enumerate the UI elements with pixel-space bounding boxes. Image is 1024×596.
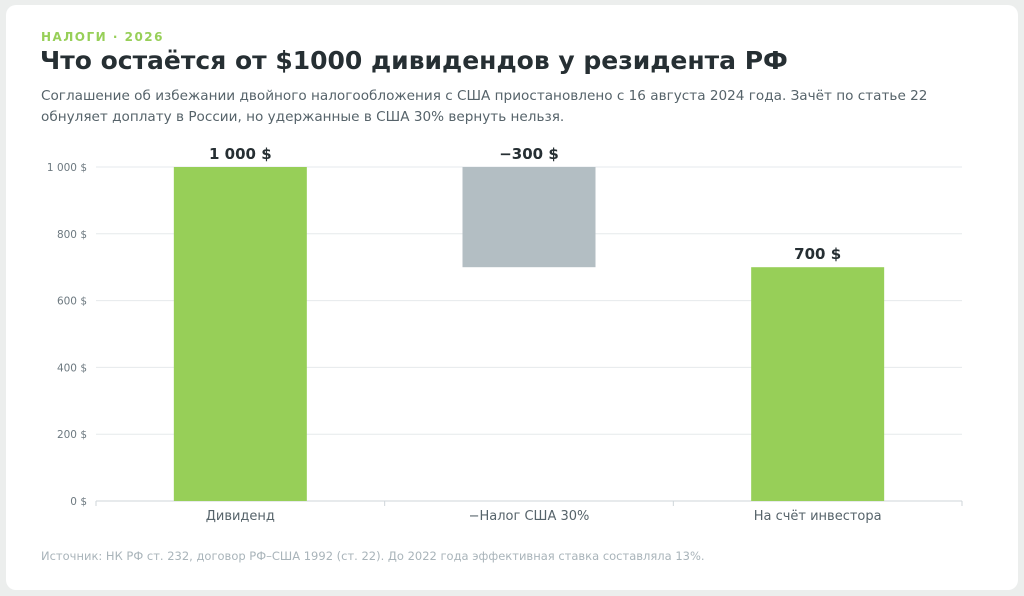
x-tick-label: На счёт инвестора <box>754 509 882 524</box>
y-tick-label: 1 000 $ <box>47 162 87 174</box>
kicker: НАЛОГИ · 2026 <box>41 30 164 44</box>
source-note: Источник: НК РФ ст. 232, договор РФ–США … <box>41 549 705 563</box>
data-label: 700 $ <box>794 245 841 263</box>
data-label: −300 $ <box>499 145 559 163</box>
bar <box>173 167 307 501</box>
data-label: 1 000 $ <box>209 145 272 163</box>
y-tick-label: 800 $ <box>57 229 87 241</box>
y-tick-label: 600 $ <box>57 296 87 308</box>
x-tick-label: −Налог США 30% <box>469 509 590 524</box>
y-tick-label: 200 $ <box>57 429 87 441</box>
y-tick-label: 0 $ <box>70 496 87 508</box>
chart-title: Что остаётся от $1000 дивидендов у резид… <box>40 46 788 75</box>
chart-subtitle: Соглашение об избежании двойного налогоо… <box>41 88 928 125</box>
x-tick-label: Дивиденд <box>206 509 275 524</box>
bar <box>751 267 885 501</box>
y-tick-label: 400 $ <box>57 362 87 374</box>
bar <box>462 167 596 268</box>
